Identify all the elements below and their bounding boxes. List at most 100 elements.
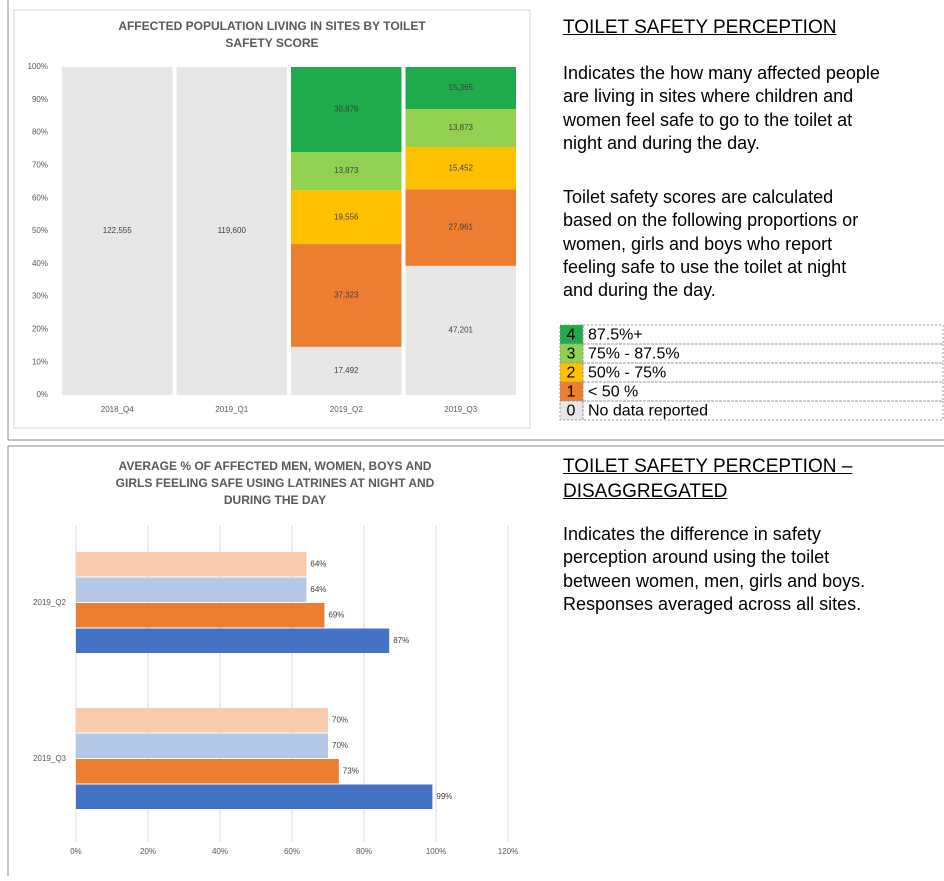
legend-cell <box>582 400 944 421</box>
data-label: 64% <box>310 585 326 594</box>
text-line: night and during the day. <box>563 132 760 153</box>
bar <box>76 733 328 758</box>
text-line: Responses averaged across all sites. <box>563 593 862 614</box>
data-label: 47,201 <box>449 326 474 335</box>
bar-segment <box>405 147 516 190</box>
legend-label: No data reported <box>588 403 708 420</box>
legend-cell <box>582 362 944 383</box>
x-tick-label: 2018_Q4 <box>101 405 134 414</box>
bar-segment <box>405 189 516 266</box>
y-tick-label: 10% <box>32 357 48 366</box>
bar-segment <box>405 265 516 395</box>
y-tick-label: 20% <box>32 325 48 334</box>
data-label: 27,961 <box>449 223 474 232</box>
y-tick-label: 60% <box>32 193 48 202</box>
x-tick-label: 60% <box>284 847 300 856</box>
data-label: 87% <box>393 636 409 645</box>
text-line: DISAGGREGATED <box>563 481 728 502</box>
bar <box>76 603 325 628</box>
data-label: 73% <box>343 766 359 775</box>
legend-label: 87.5%+ <box>588 327 643 344</box>
legend-score: 3 <box>567 346 576 363</box>
y-tick-label: 90% <box>32 95 48 104</box>
data-label: 64% <box>310 559 326 568</box>
data-label: 15,365 <box>449 83 474 92</box>
chart-title: DURING THE DAY <box>224 493 326 507</box>
text-line: and during the day. <box>563 280 716 301</box>
bar-segment <box>176 67 287 395</box>
heading: TOILET SAFETY PERCEPTION <box>563 17 837 38</box>
data-label: 37,323 <box>334 291 359 300</box>
x-tick-label: 40% <box>212 847 228 856</box>
y-tick-label: 50% <box>32 226 48 235</box>
y-tick-label: 2019_Q3 <box>33 754 66 763</box>
x-tick-label: 2019_Q3 <box>444 405 477 414</box>
chart-frame <box>13 9 531 429</box>
text-line: Indicates the how many affected people <box>563 63 880 83</box>
data-label: 99% <box>436 792 452 801</box>
bar-segment <box>62 67 173 395</box>
data-label: 30,876 <box>334 105 359 114</box>
legend-score: 2 <box>567 365 576 382</box>
x-tick-label: 120% <box>498 847 518 856</box>
x-tick-label: 0% <box>70 847 82 856</box>
x-tick-label: 100% <box>426 847 446 856</box>
bar-segment <box>291 152 402 191</box>
data-label: 70% <box>332 741 348 750</box>
chart-title: GIRLS FEELING SAFE USING LATRINES AT NIG… <box>116 476 435 490</box>
y-tick-label: 70% <box>32 161 48 170</box>
data-label: 15,452 <box>449 163 474 172</box>
legend-label: 50% - 75% <box>588 365 666 382</box>
text-line: TOILET SAFETY PERCEPTION – <box>563 456 853 477</box>
text-line: based on the following proportions or <box>563 210 859 231</box>
legend-cell <box>582 324 944 345</box>
text-line: Toilet safety scores are calculated <box>563 187 834 207</box>
bar-segment <box>405 67 516 110</box>
bar <box>76 628 390 653</box>
legend-score: 0 <box>567 403 576 420</box>
paragraph: Toilet safety scores are calculated based… <box>563 186 858 302</box>
paragraph: Indicates the difference in safety percep… <box>563 523 865 616</box>
heading: TOILET SAFETY PERCEPTION – DISAGGREGATED <box>563 454 852 504</box>
data-label: 13,873 <box>449 123 474 132</box>
data-label: 69% <box>328 610 344 619</box>
legend-label: < 50 % <box>588 384 638 401</box>
data-label: 122,555 <box>103 226 132 235</box>
legend-label: 75% - 87.5% <box>588 346 680 363</box>
x-tick-label: 2019_Q2 <box>330 405 363 414</box>
legend-score: 1 <box>567 384 576 401</box>
chart-title: AVERAGE % OF AFFECTED MEN, WOMEN, BOYS A… <box>119 459 432 473</box>
bar-segment <box>291 346 402 395</box>
text-line: between women, men, girls and boys. <box>563 570 866 591</box>
data-label: 119,600 <box>218 226 247 235</box>
chart-title: AFFECTED POPULATION LIVING IN SITES BY T… <box>118 19 426 33</box>
bar <box>76 552 307 577</box>
data-label: 17,492 <box>334 366 359 375</box>
paragraph: Indicates the how many affected people ar… <box>563 62 880 155</box>
data-label: 19,556 <box>334 212 359 221</box>
y-tick-label: 100% <box>28 62 48 71</box>
text-line: women feel safe to go to the toilet at <box>563 109 853 130</box>
legend-score: 4 <box>567 327 576 344</box>
y-tick-label: 80% <box>32 128 48 137</box>
x-tick-label: 80% <box>356 847 372 856</box>
x-tick-label: 20% <box>140 847 156 856</box>
text-line: feeling safe to use the toilet at night <box>563 256 847 277</box>
bar <box>76 784 433 809</box>
text-line: women, girls and boys who report <box>563 233 833 254</box>
y-tick-label: 0% <box>36 390 48 399</box>
data-label: 13,873 <box>334 166 359 175</box>
bar-segment <box>291 244 402 347</box>
text-line: perception around using the toilet <box>563 547 830 568</box>
legend-cell <box>582 381 944 402</box>
text-line: are living in sites where children and <box>563 86 854 107</box>
y-tick-label: 40% <box>32 259 48 268</box>
bar <box>76 759 339 784</box>
chart-title: SAFETY SCORE <box>225 36 318 50</box>
data-label: 70% <box>332 715 348 724</box>
y-tick-label: 2019_Q2 <box>33 598 66 607</box>
bar-segment <box>291 190 402 245</box>
bar-segment <box>405 109 516 148</box>
